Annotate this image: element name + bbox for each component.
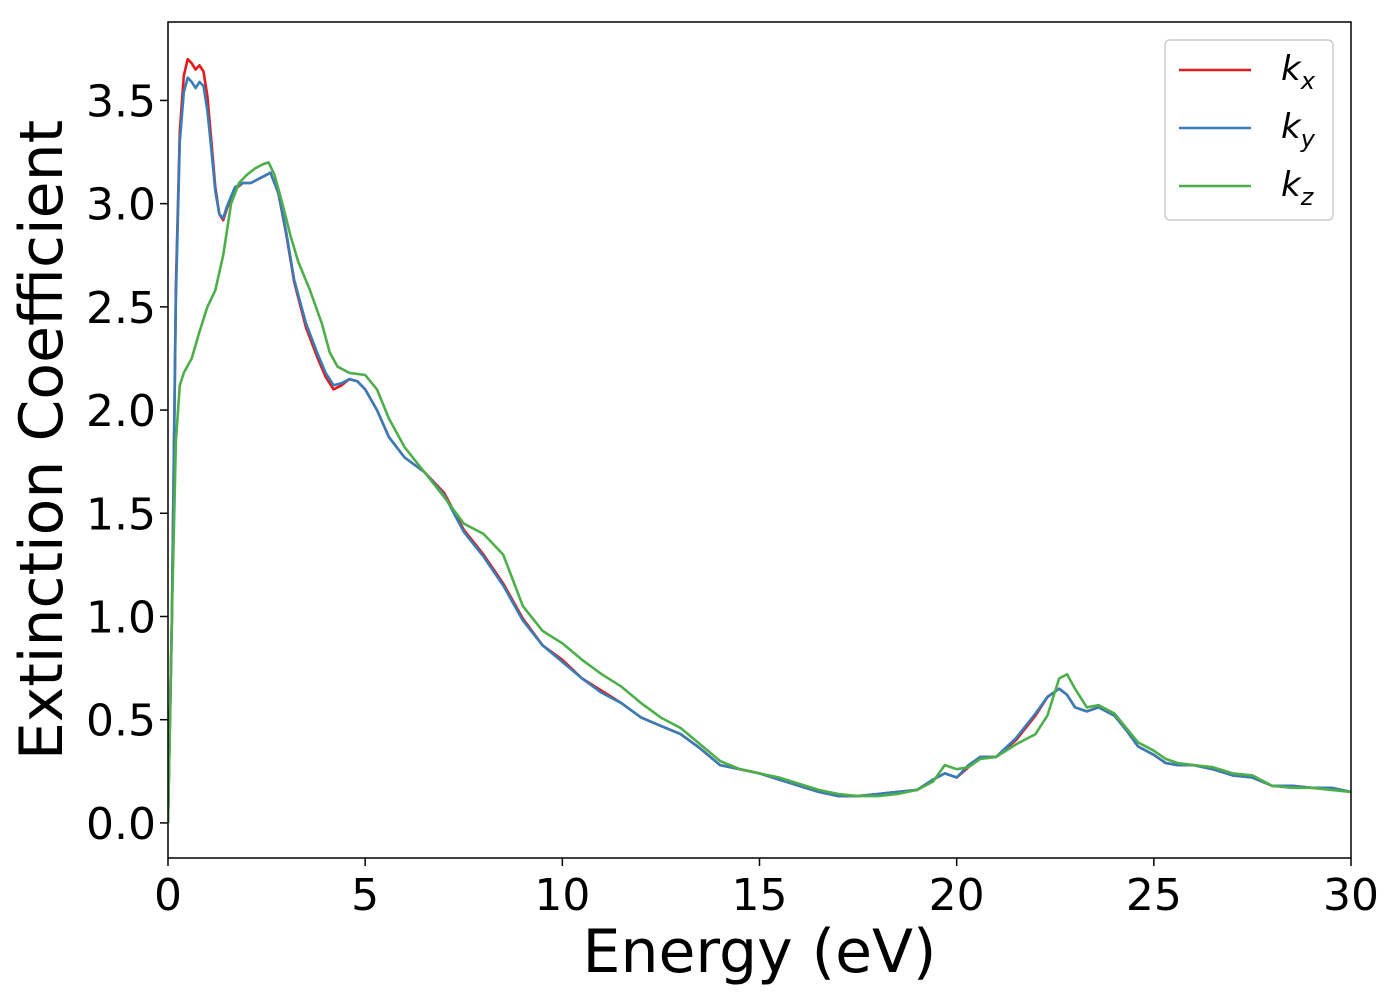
- legend-box: [1164, 39, 1334, 221]
- legend-label-main: k: [1281, 165, 1302, 205]
- x-tick-label: 30: [1323, 870, 1379, 921]
- y-tick-label: 1.0: [86, 592, 156, 643]
- y-tick-label: 2.5: [86, 283, 156, 334]
- y-tick-label: 3.5: [86, 76, 156, 127]
- x-tick-label: 20: [929, 870, 985, 921]
- x-tick-label: 15: [732, 870, 788, 921]
- x-tick-label: 5: [351, 870, 379, 921]
- y-tick-label: 0.5: [86, 696, 156, 747]
- legend-label-kz: kz: [1281, 165, 1315, 211]
- legend-label-subscript: x: [1300, 67, 1316, 95]
- series-layer: [168, 57, 1351, 823]
- series-line-kz: [168, 161, 1351, 823]
- legend-label-kx: kx: [1281, 49, 1316, 95]
- legend-label-ky: ky: [1281, 107, 1316, 153]
- legend-label-subscript: y: [1300, 125, 1316, 153]
- y-tick-label: 0.0: [86, 799, 156, 850]
- y-tick-label: 3.0: [86, 180, 156, 231]
- x-tick-label: 0: [154, 870, 182, 921]
- x-tick-label: 10: [534, 870, 590, 921]
- x-axis-label: Energy (eV): [583, 917, 937, 987]
- series-line-ky: [168, 76, 1351, 823]
- legend-label-main: k: [1281, 49, 1302, 89]
- legend-label-main: k: [1281, 107, 1302, 147]
- legend-label-subscript: z: [1300, 183, 1315, 211]
- x-tick-label: 25: [1126, 870, 1182, 921]
- y-tick-label: 1.5: [86, 489, 156, 540]
- axis-ticks: 0 5 10 15 20 25 30 0.0 0.5 1.0 1.5 2.0 2.5 3.0 3.5: [86, 76, 1379, 921]
- y-tick-label: 2.0: [86, 386, 156, 437]
- y-axis-label: Extinction Coefficient: [7, 120, 77, 760]
